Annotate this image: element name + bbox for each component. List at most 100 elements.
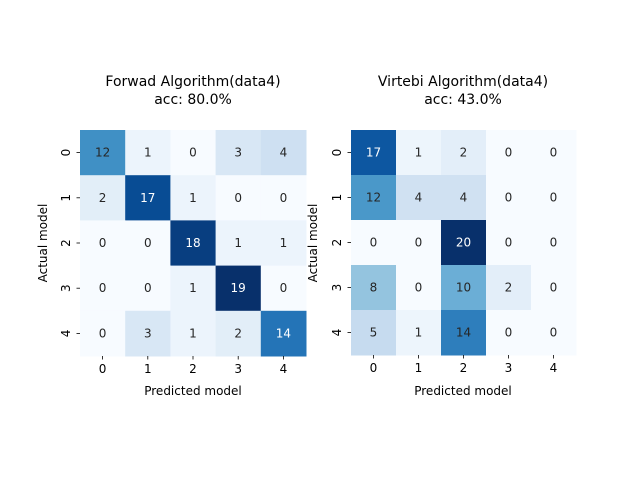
heatmap-cell-label-r4-c3: 2 [234,326,242,340]
heatmap-cell-r1-c1 [125,175,171,221]
heatmap-cell-r1-c4 [531,175,577,221]
heatmap-cell-label-r4-c4: 14 [276,326,291,340]
heatmap-cell-label-r3-c0: 8 [370,281,378,295]
chart-title: Virtebi Algorithm(data4) [378,74,548,90]
heatmap-cell-r2-c4 [260,220,307,267]
heatmap-cell-label-r0-c4: 0 [550,146,558,160]
heatmap-cell-r4-c0 [80,310,126,357]
heatmap-cell-label-r3-c0: 0 [99,281,107,295]
heatmap-cell-r0-c2 [170,130,217,176]
heatmap-cell-r3-c1 [396,265,442,311]
heatmap-cell-label-r2-c4: 0 [550,236,558,250]
heatmap-cell-label-r3-c3: 2 [505,281,513,295]
heatmap-cell-r2-c0 [351,220,397,266]
heatmap-cell-r0-c0 [80,130,126,176]
x-tick-label-0: 0 [99,362,107,376]
heatmap-cell-r4-c2 [441,310,487,356]
heatmap-cell-label-r2-c0: 0 [370,236,378,250]
heatmap-cell-r0-c3 [215,130,262,176]
heatmap-cell-r0-c1 [396,130,442,176]
heatmap-cell-label-r1-c3: 0 [234,191,242,205]
heatmap-cell-label-r0-c2: 0 [189,146,197,160]
heatmap-cell-label-r3-c4: 0 [280,281,288,295]
y-tick-label-1: 1 [330,194,344,202]
heatmap-cell-label-r1-c3: 0 [505,191,513,205]
heatmap-cell-r3-c4 [260,265,307,312]
chart-subtitle: acc: 80.0% [154,92,232,108]
heatmap-cell-label-r2-c0: 0 [99,236,107,250]
heatmap-cell-r1-c2 [441,175,487,221]
heatmap-cell-r4-c3 [215,310,262,357]
heatmap-cell-r2-c4 [531,220,577,266]
heatmap-cell-r4-c0 [351,310,397,356]
heatmap-cell-label-r1-c4: 0 [550,191,558,205]
x-tick-label-1: 1 [415,361,423,375]
y-axis-ticks: 0 1 2 3 4 [330,149,351,337]
heatmap-cell-r0-c1 [125,130,171,176]
heatmap-cell-label-r0-c3: 3 [234,146,242,160]
heatmap-cell-r3-c2 [441,265,487,311]
chart-title: Forwad Algorithm(data4) [105,74,280,90]
heatmap-cell-label-r4-c2: 14 [456,326,471,340]
heatmap-cell-r3-c0 [351,265,397,311]
y-tick-label-1: 1 [59,194,73,202]
heatmap-cell-label-r0-c0: 12 [95,146,110,160]
heatmap-cell-label-r2-c1: 0 [415,236,423,250]
heatmap-cell-r0-c0 [351,130,397,176]
heatmap-cell-r3-c4 [531,265,577,311]
y-tick-label-2: 2 [330,239,344,247]
heatmap-cell-r2-c0 [80,220,126,267]
heatmap-cell-r1-c0 [80,175,126,221]
heatmap-cell-label-r1-c2: 1 [189,191,197,205]
heatmap-cell-label-r3-c1: 0 [144,281,152,295]
y-axis-label: Actual model [306,204,320,283]
heatmap-cell-label-r3-c4: 0 [550,281,558,295]
x-tick-label-2: 2 [460,361,468,375]
heatmap-cell-label-r4-c1: 1 [415,326,423,340]
x-axis-label: Predicted model [414,384,512,398]
heatmap-panel-forward: Forwad Algorithm(data4) acc: 80.0% 12 1 0 3… [36,74,307,398]
heatmap-cell-r2-c2 [170,220,217,267]
heatmap-cell-r4-c1 [125,310,171,357]
heatmap-cell-label-r4-c3: 0 [505,326,513,340]
y-tick-label-4: 4 [59,330,73,338]
heatmap-cell-label-r4-c2: 1 [189,326,197,340]
heatmap-cell-r2-c2 [441,220,487,266]
heatmap-cell-r1-c3 [486,175,532,221]
heatmap-cell-r4-c4 [260,310,307,357]
y-axis-ticks: 0 1 2 3 4 [59,149,80,337]
x-axis-ticks: 0 1 2 3 4 [370,355,557,375]
heatmap-cell-label-r2-c4: 1 [280,236,288,250]
x-axis-ticks: 0 1 2 3 4 [99,356,287,376]
x-tick-label-3: 3 [234,362,242,376]
y-axis-label: Actual model [36,204,50,283]
heatmap-cell-r2-c3 [486,220,532,266]
heatmap-cell-label-r0-c2: 2 [460,146,468,160]
heatmap-cell-label-r4-c4: 0 [550,326,558,340]
heatmap-cell-label-r3-c2: 10 [456,281,471,295]
heatmap-cell-r4-c3 [486,310,532,356]
heatmap-cell-label-r4-c1: 3 [144,326,152,340]
chart-subtitle: acc: 43.0% [424,92,502,108]
heatmap-cell-label-r0-c3: 0 [505,146,513,160]
heatmap-cell-label-r1-c2: 4 [460,191,468,205]
heatmap-cell-r3-c3 [215,265,262,312]
heatmap-cell-r1-c3 [215,175,262,221]
x-tick-label-0: 0 [370,361,378,375]
heatmap-cells: 12 1 0 3 42 17 1 0 00 0 18 1 10 0 1 19 00 3 1 2 14 [80,130,307,357]
heatmap-cell-label-r2-c3: 0 [505,236,513,250]
heatmap-cell-r3-c0 [80,265,126,312]
heatmap-cell-r1-c2 [170,175,217,221]
heatmap-cell-r0-c4 [260,130,307,176]
heatmap-cell-r2-c1 [125,220,171,267]
heatmap-cell-label-r2-c2: 18 [185,236,200,250]
y-tick-label-4: 4 [330,329,344,337]
heatmap-cell-label-r3-c2: 1 [189,281,197,295]
heatmap-cells: 17 1 2 0 012 4 4 0 00 0 20 0 08 0 10 2 05 1 14 0 0 [351,130,577,356]
heatmap-cell-r3-c2 [170,265,217,312]
heatmap-cell-label-r1-c1: 17 [140,191,155,205]
heatmap-cell-label-r1-c4: 0 [280,191,288,205]
x-tick-label-3: 3 [505,361,513,375]
heatmap-cell-label-r3-c1: 0 [415,281,423,295]
